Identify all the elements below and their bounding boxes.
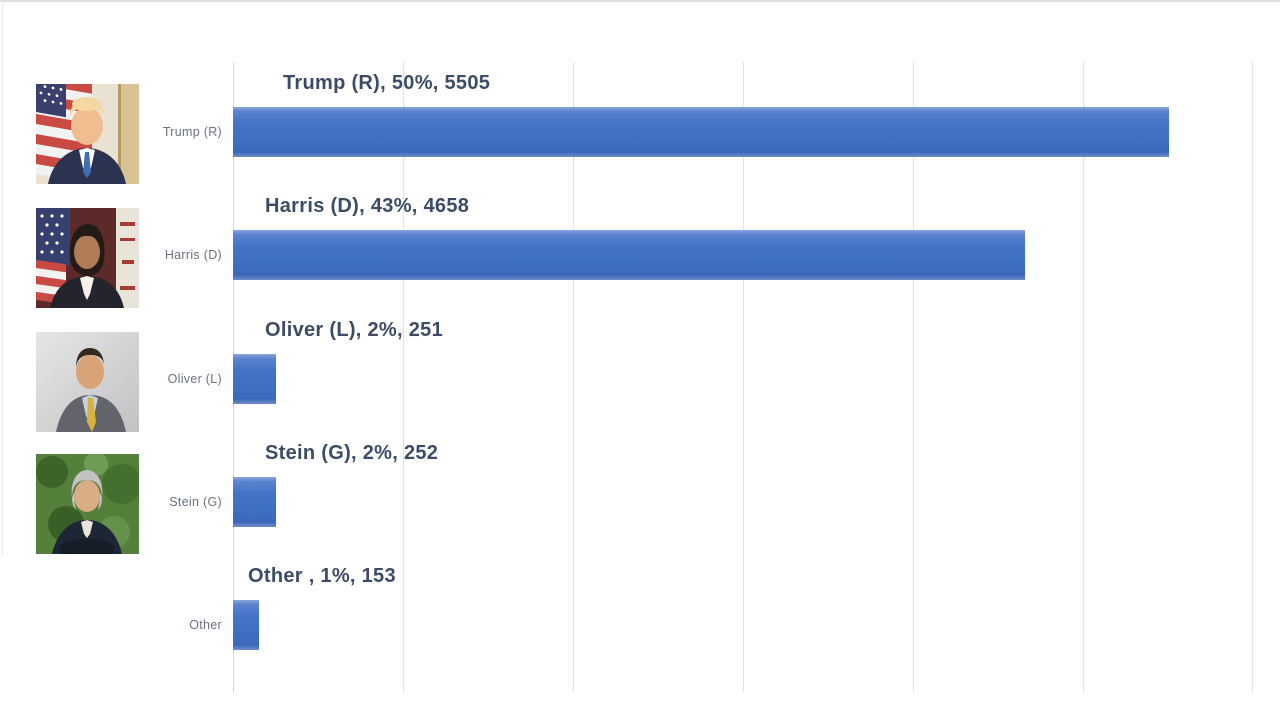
gridline [1252,62,1253,692]
category-label-stein: Stein (G) [169,495,222,509]
data-label-oliver: Oliver (L), 2%, 251 [265,319,443,341]
stein-portrait-photo [36,454,139,554]
data-label-harris: Harris (D), 43%, 4658 [265,195,470,217]
window-left-border [2,0,3,556]
gridline [1083,62,1084,692]
gridline [573,62,574,692]
data-label-trump: Trump (R), 50%, 5505 [283,72,491,94]
category-label-harris: Harris (D) [164,248,222,262]
category-label-other: Other [189,618,222,632]
bar-harris [233,230,1025,280]
trump-portrait-photo [36,84,139,184]
gridline [403,62,404,692]
category-label-trump: Trump (R) [162,125,222,139]
bar-stein [233,477,276,527]
harris-portrait-photo [36,208,139,308]
bar-trump [233,107,1169,157]
data-label-other: Other , 1%, 153 [248,565,396,587]
window-top-border [0,0,1280,2]
gridline [913,62,914,692]
bar-oliver [233,354,276,404]
data-label-stein: Stein (G), 2%, 252 [265,442,439,464]
plot-area: Trump (R), 50%, 5505 Harris (D), 43%, 46… [233,62,1253,692]
category-label-oliver: Oliver (L) [167,372,222,386]
bar-other [233,600,259,650]
gridline [743,62,744,692]
oliver-portrait-photo [36,332,139,432]
